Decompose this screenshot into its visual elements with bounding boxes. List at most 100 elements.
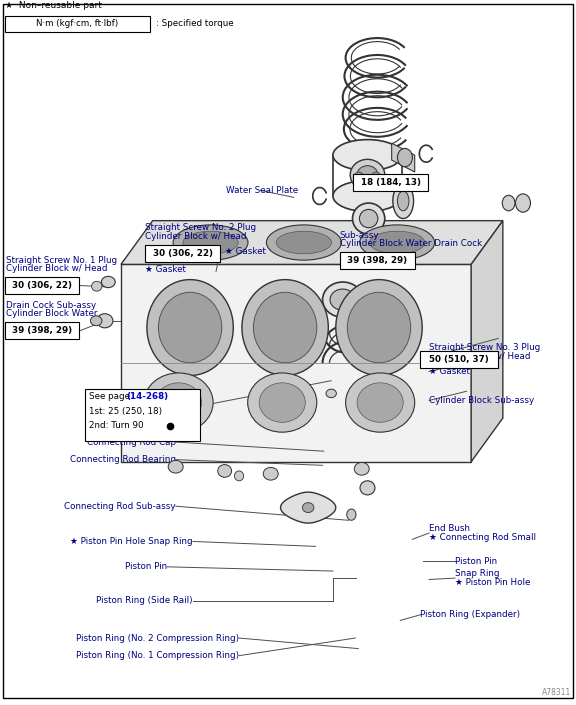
Text: Cylinder Block w/ Head: Cylinder Block w/ Head (145, 232, 247, 240)
Ellipse shape (90, 316, 102, 326)
Ellipse shape (359, 209, 378, 228)
Text: : Specified torque: : Specified torque (156, 20, 233, 28)
Ellipse shape (253, 293, 317, 363)
Ellipse shape (248, 373, 317, 432)
Ellipse shape (144, 373, 213, 432)
Bar (145, 245, 220, 262)
Bar (353, 174, 428, 191)
Text: Connecting Rod Sub-assy: Connecting Rod Sub-assy (64, 502, 176, 510)
Text: 1st: 25 (250, 18): 1st: 25 (250, 18) (89, 407, 162, 416)
Ellipse shape (333, 140, 402, 171)
Text: Piston Pin: Piston Pin (125, 563, 167, 571)
Ellipse shape (346, 373, 415, 432)
Ellipse shape (354, 462, 369, 475)
Text: 39 (398, 29): 39 (398, 29) (12, 326, 72, 335)
Text: Cylinder Block Water Drain Cock: Cylinder Block Water Drain Cock (340, 240, 482, 248)
Text: (14-268): (14-268) (127, 392, 169, 401)
Ellipse shape (347, 509, 356, 520)
Text: Cylinder Block Water: Cylinder Block Water (6, 309, 97, 318)
Text: ★ Connecting Rod Small: ★ Connecting Rod Small (429, 533, 536, 541)
Text: Snap Ring: Snap Ring (455, 570, 499, 578)
Text: Cylinder Block w/ Head: Cylinder Block w/ Head (6, 264, 107, 273)
Bar (340, 252, 415, 269)
Ellipse shape (173, 225, 248, 260)
Text: Connecting Rod Bearing: Connecting Rod Bearing (70, 455, 176, 464)
Ellipse shape (97, 314, 113, 328)
Bar (5, 322, 79, 339)
Polygon shape (392, 143, 415, 172)
Text: ★ Piston Pin Hole: ★ Piston Pin Hole (455, 578, 530, 587)
Text: N·m (kgf·cm, ft·lbf): N·m (kgf·cm, ft·lbf) (36, 20, 118, 28)
Polygon shape (281, 492, 336, 523)
Text: Straight Screw No. 3 Plug: Straight Screw No. 3 Plug (429, 343, 540, 352)
Ellipse shape (369, 231, 425, 254)
Ellipse shape (353, 203, 385, 234)
Polygon shape (471, 221, 503, 462)
Ellipse shape (336, 280, 422, 376)
Ellipse shape (333, 180, 402, 211)
Ellipse shape (156, 383, 202, 422)
Ellipse shape (357, 166, 378, 184)
Text: See page: See page (89, 392, 132, 401)
Ellipse shape (168, 460, 183, 473)
Text: ★ Piston Pin Hole Snap Ring: ★ Piston Pin Hole Snap Ring (70, 537, 193, 546)
Ellipse shape (158, 293, 222, 363)
Text: Piston Ring (No. 1 Compression Ring): Piston Ring (No. 1 Compression Ring) (76, 651, 239, 660)
Ellipse shape (234, 471, 244, 481)
Text: ★ Gasket: ★ Gasket (145, 265, 186, 274)
Ellipse shape (330, 289, 355, 310)
Ellipse shape (263, 467, 278, 480)
Text: Piston Ring (Expander): Piston Ring (Expander) (420, 611, 521, 619)
Ellipse shape (92, 281, 102, 291)
Ellipse shape (101, 276, 115, 288)
Text: 30 (306, 22): 30 (306, 22) (12, 281, 72, 290)
Bar (420, 351, 498, 368)
Ellipse shape (218, 465, 232, 477)
Ellipse shape (350, 159, 385, 190)
Ellipse shape (326, 389, 336, 398)
Ellipse shape (276, 231, 332, 254)
Text: 50 (510, 37): 50 (510, 37) (430, 355, 489, 364)
Ellipse shape (360, 481, 375, 495)
Ellipse shape (359, 225, 435, 260)
Ellipse shape (347, 293, 411, 363)
Text: 30 (306, 22): 30 (306, 22) (153, 249, 213, 257)
Text: Connecting Rod Cap: Connecting Rod Cap (86, 438, 176, 446)
Ellipse shape (183, 231, 238, 254)
Ellipse shape (502, 195, 515, 211)
Ellipse shape (323, 282, 363, 317)
Text: Sub-assy: Sub-assy (340, 231, 380, 240)
Ellipse shape (266, 225, 341, 260)
Ellipse shape (397, 149, 412, 166)
Polygon shape (330, 224, 377, 294)
Polygon shape (121, 264, 471, 462)
Text: Straight Screw No. 1 Plug: Straight Screw No. 1 Plug (6, 256, 117, 264)
Ellipse shape (147, 280, 233, 376)
Text: Drain Cock Sub-assy: Drain Cock Sub-assy (6, 301, 96, 309)
Ellipse shape (357, 383, 403, 422)
Text: End Bush: End Bush (429, 525, 470, 533)
Ellipse shape (393, 183, 414, 219)
Text: Piston Pin: Piston Pin (455, 557, 497, 565)
Text: Cylinder Block w/ Head: Cylinder Block w/ Head (429, 352, 530, 360)
Text: 39 (398, 29): 39 (398, 29) (347, 257, 407, 265)
Text: Piston Ring (Side Rail): Piston Ring (Side Rail) (96, 596, 193, 605)
Polygon shape (121, 221, 503, 264)
Ellipse shape (354, 172, 363, 180)
Ellipse shape (355, 389, 365, 398)
Ellipse shape (302, 503, 314, 513)
Ellipse shape (242, 280, 328, 376)
Bar (5, 16, 150, 32)
Text: Piston Ring (No. 2 Compression Ring): Piston Ring (No. 2 Compression Ring) (76, 634, 239, 642)
Text: 18 (184, 13): 18 (184, 13) (361, 178, 420, 187)
Text: 2nd: Turn 90: 2nd: Turn 90 (89, 422, 143, 431)
Text: ★ Gasket: ★ Gasket (225, 247, 266, 256)
Text: ★  Non–reusable part: ★ Non–reusable part (5, 1, 101, 10)
Ellipse shape (516, 194, 530, 212)
Bar (5, 277, 79, 294)
Text: ★ Gasket: ★ Gasket (429, 367, 470, 376)
Ellipse shape (397, 191, 409, 211)
Text: Cylinder Block Sub-assy: Cylinder Block Sub-assy (429, 396, 535, 405)
Ellipse shape (372, 172, 381, 180)
Text: Straight Screw No. 2 Plug: Straight Screw No. 2 Plug (145, 223, 256, 232)
